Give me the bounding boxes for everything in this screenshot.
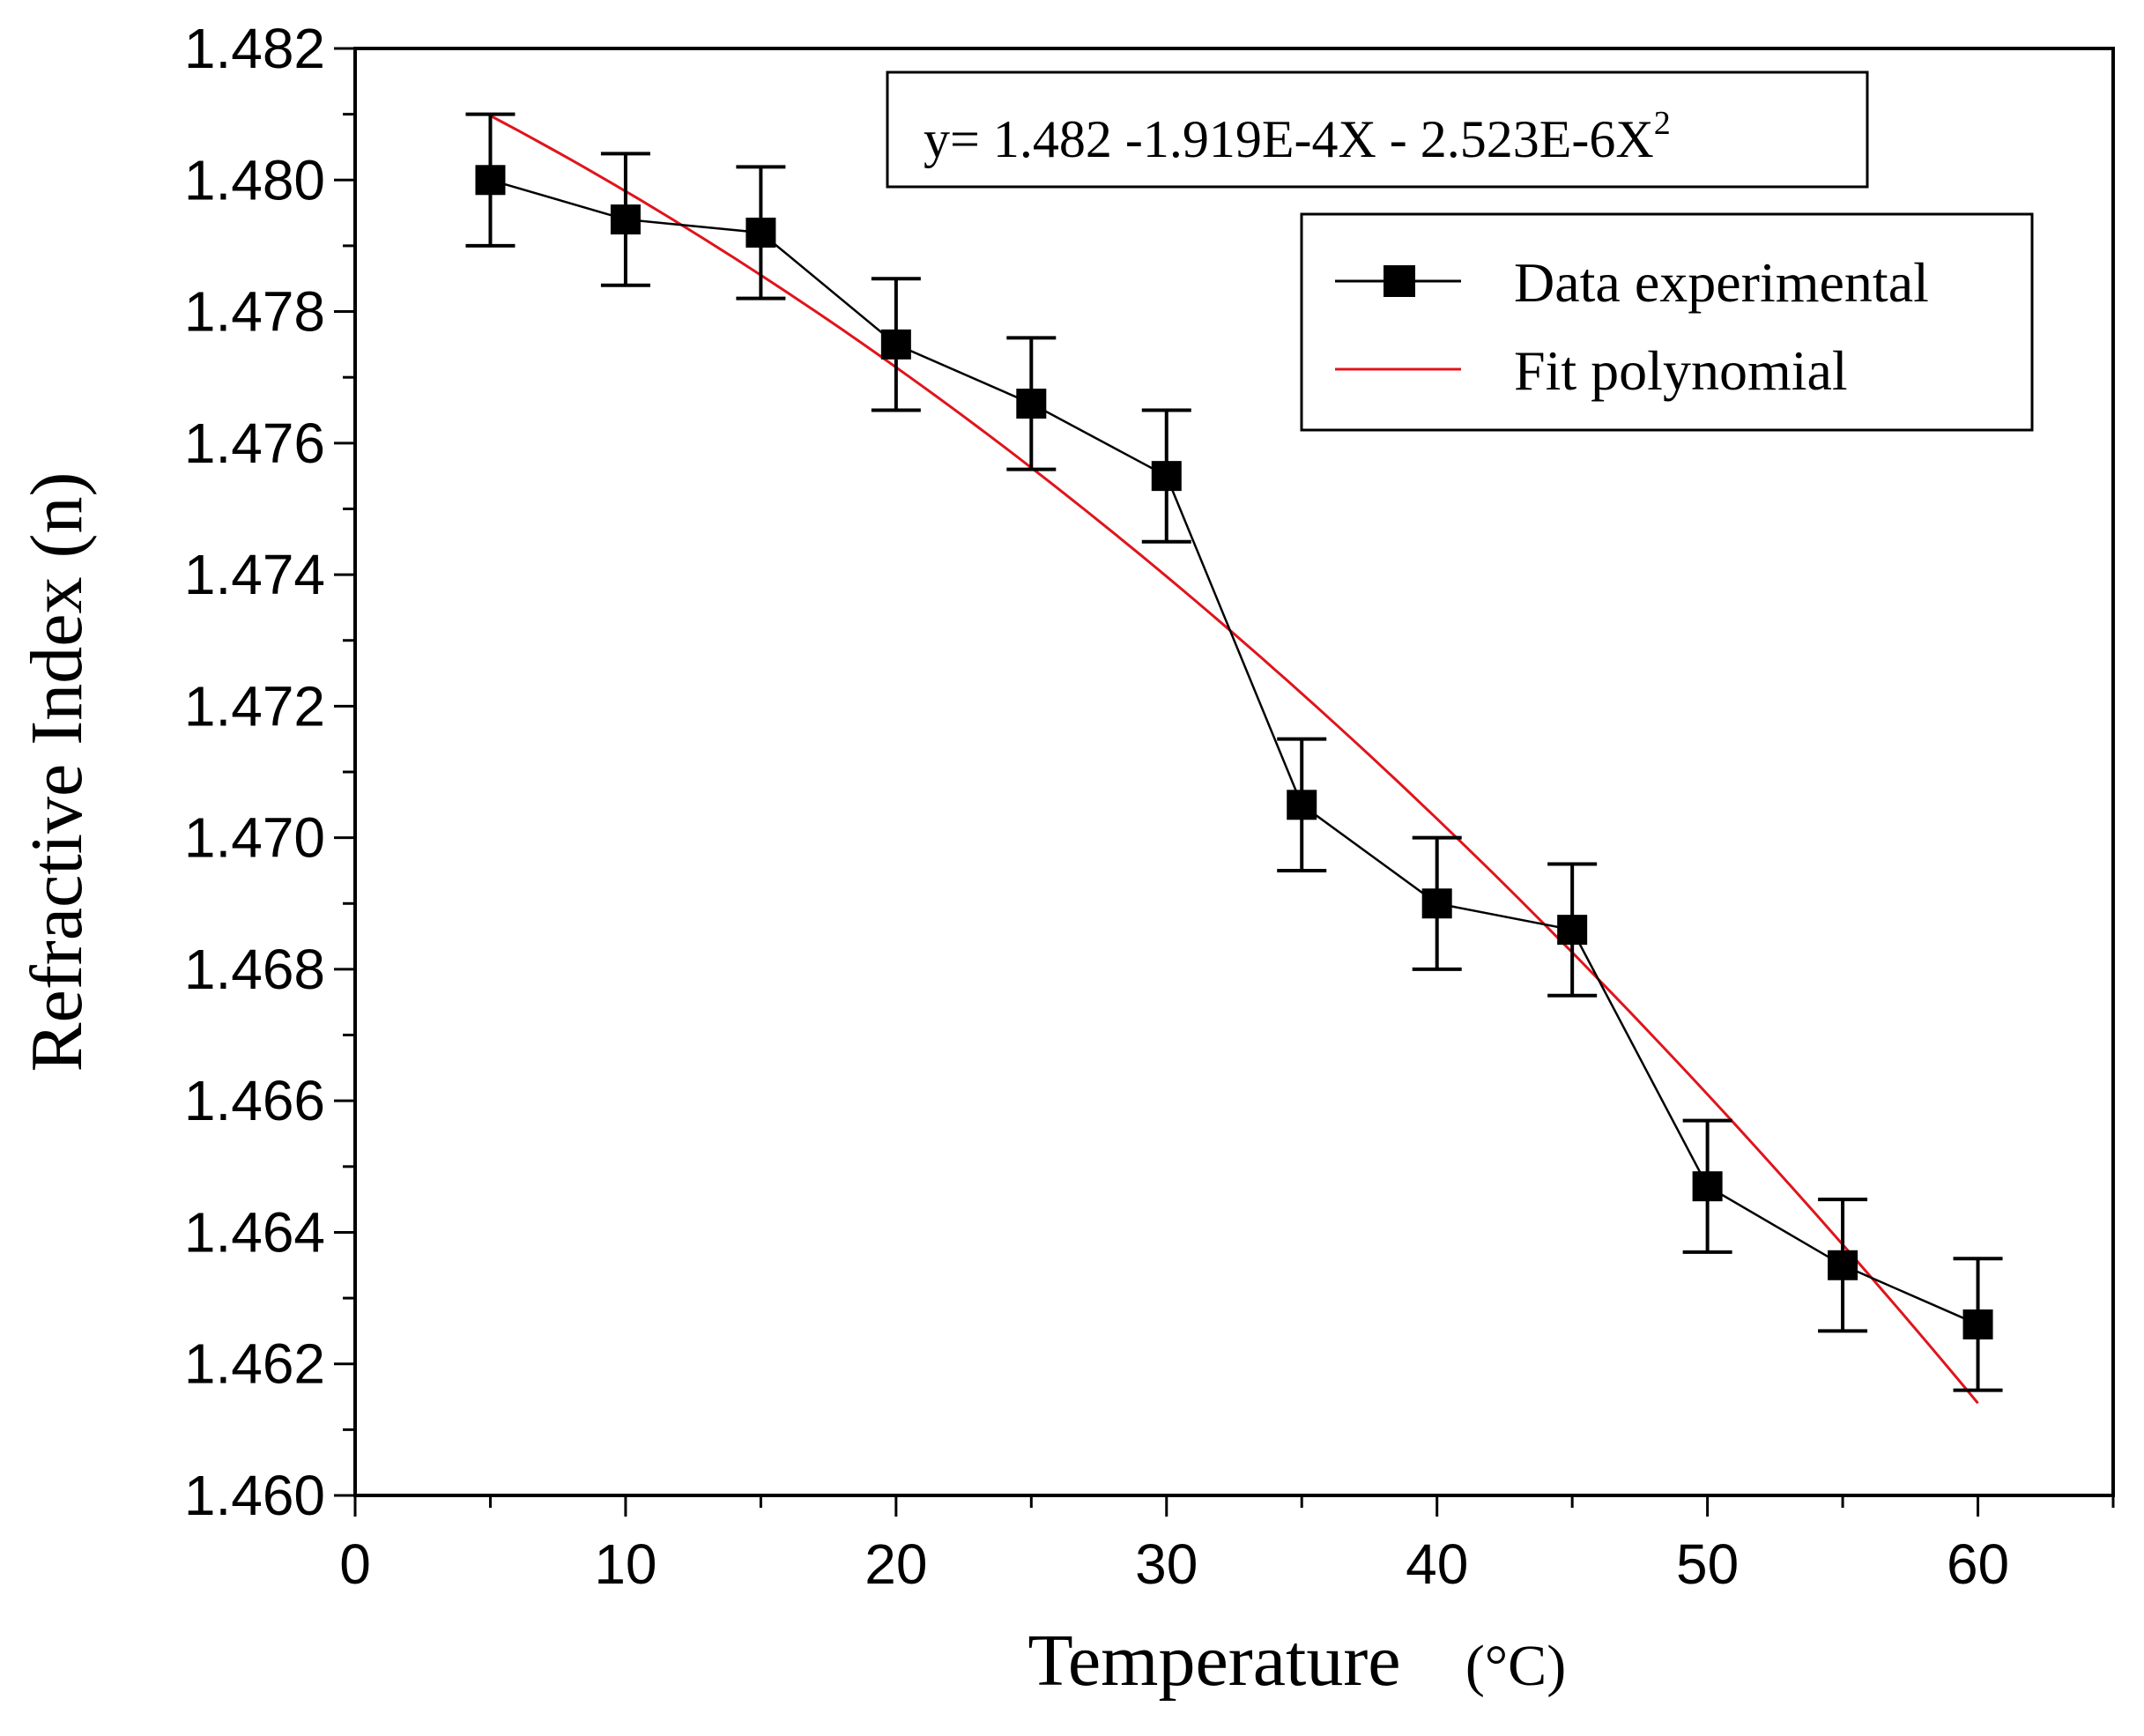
y-tick-label: 1.472: [184, 674, 325, 738]
y-tick-label: 1.480: [184, 148, 325, 211]
legend-label-fit: Fit polynomial: [1514, 339, 1848, 402]
data-point: [1828, 1250, 1858, 1280]
equation-text: y= 1.482 -1.919E-4X - 2.523E-6X2: [924, 105, 1671, 168]
x-axis-ticks: 0 10 20 30 40 50 60: [339, 1495, 2115, 1596]
x-axis-unit: (°C): [1465, 1634, 1566, 1698]
data-point: [475, 165, 506, 196]
legend-frame: [1300, 212, 2034, 432]
data-point: [1557, 915, 1588, 946]
y-tick-label: 1.470: [184, 806, 325, 870]
y-tick-label: 1.482: [184, 17, 325, 80]
y-tick-label: 1.474: [184, 543, 325, 606]
x-tick-label: 10: [594, 1532, 657, 1596]
data-layer: [465, 112, 2003, 1392]
data-point: [1151, 461, 1182, 492]
data-line: [490, 179, 1979, 1326]
data-point: [746, 217, 776, 248]
legend-marker-data: [1384, 265, 1415, 297]
data-point: [1421, 888, 1452, 919]
y-tick-label: 1.466: [184, 1069, 325, 1132]
y-tick-label: 1.476: [184, 412, 325, 475]
y-tick-label: 1.478: [184, 280, 325, 344]
data-point: [1962, 1309, 1993, 1339]
y-tick-label: 1.468: [184, 938, 325, 1001]
x-axis-title: Temperature: [1027, 1620, 1400, 1702]
equation-main: y= 1.482 -1.919E-4X - 2.523E-6X: [924, 110, 1654, 168]
y-tick-label: 1.462: [184, 1332, 325, 1396]
data-point: [1016, 389, 1047, 419]
equation-superscript: 2: [1654, 105, 1671, 142]
x-tick-label: 30: [1135, 1532, 1198, 1596]
equation-frame: [886, 70, 1869, 189]
y-axis-ticks: 1.460 1.462 1.464 1.466 1.468 1.470 1.472 1.474…: [184, 17, 355, 1527]
legend-label-data: Data experimental: [1514, 251, 1929, 314]
x-tick-label: 20: [864, 1532, 927, 1596]
x-tick-label: 50: [1676, 1532, 1739, 1596]
y-tick-label: 1.460: [184, 1464, 325, 1527]
legend: Data experimental Fit polynomial: [1300, 212, 2034, 432]
data-point: [610, 204, 641, 235]
x-tick-label: 0: [339, 1532, 371, 1596]
data-point: [1692, 1171, 1723, 1202]
x-tick-label: 40: [1406, 1532, 1468, 1596]
data-point: [1287, 790, 1317, 820]
y-axis-title: Refractive Index (n): [16, 472, 98, 1072]
equation-box: y= 1.482 -1.919E-4X - 2.523E-6X2: [886, 70, 1869, 189]
x-tick-label: 60: [1947, 1532, 2009, 1596]
y-tick-label: 1.464: [184, 1200, 325, 1264]
data-point: [880, 329, 911, 360]
